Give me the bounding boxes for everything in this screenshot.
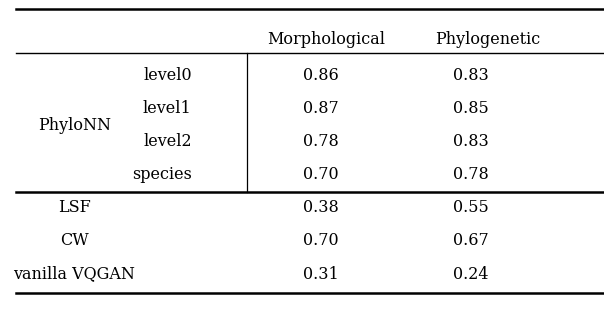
Text: Morphological: Morphological	[268, 31, 386, 48]
Text: 0.78: 0.78	[303, 133, 339, 150]
Text: 0.55: 0.55	[453, 199, 489, 216]
Text: species: species	[132, 166, 191, 183]
Text: 0.70: 0.70	[303, 166, 339, 183]
Text: 0.78: 0.78	[453, 166, 489, 183]
Text: 0.83: 0.83	[453, 133, 489, 150]
Text: 0.24: 0.24	[453, 266, 489, 283]
Text: 0.83: 0.83	[453, 67, 489, 84]
Text: level0: level0	[143, 67, 191, 84]
Text: 0.31: 0.31	[303, 266, 339, 283]
Text: PhyloNN: PhyloNN	[37, 117, 111, 134]
Text: CW: CW	[60, 232, 89, 249]
Text: 0.70: 0.70	[303, 232, 339, 249]
Text: 0.85: 0.85	[453, 100, 489, 117]
Text: 0.67: 0.67	[453, 232, 489, 249]
Text: vanilla VQGAN: vanilla VQGAN	[13, 266, 135, 283]
Text: 0.38: 0.38	[303, 199, 339, 216]
Text: Phylogenetic: Phylogenetic	[435, 31, 541, 48]
Text: LSF: LSF	[58, 199, 91, 216]
Text: level2: level2	[143, 133, 191, 150]
Text: 0.86: 0.86	[303, 67, 339, 84]
Text: 0.87: 0.87	[303, 100, 339, 117]
Text: level1: level1	[143, 100, 191, 117]
